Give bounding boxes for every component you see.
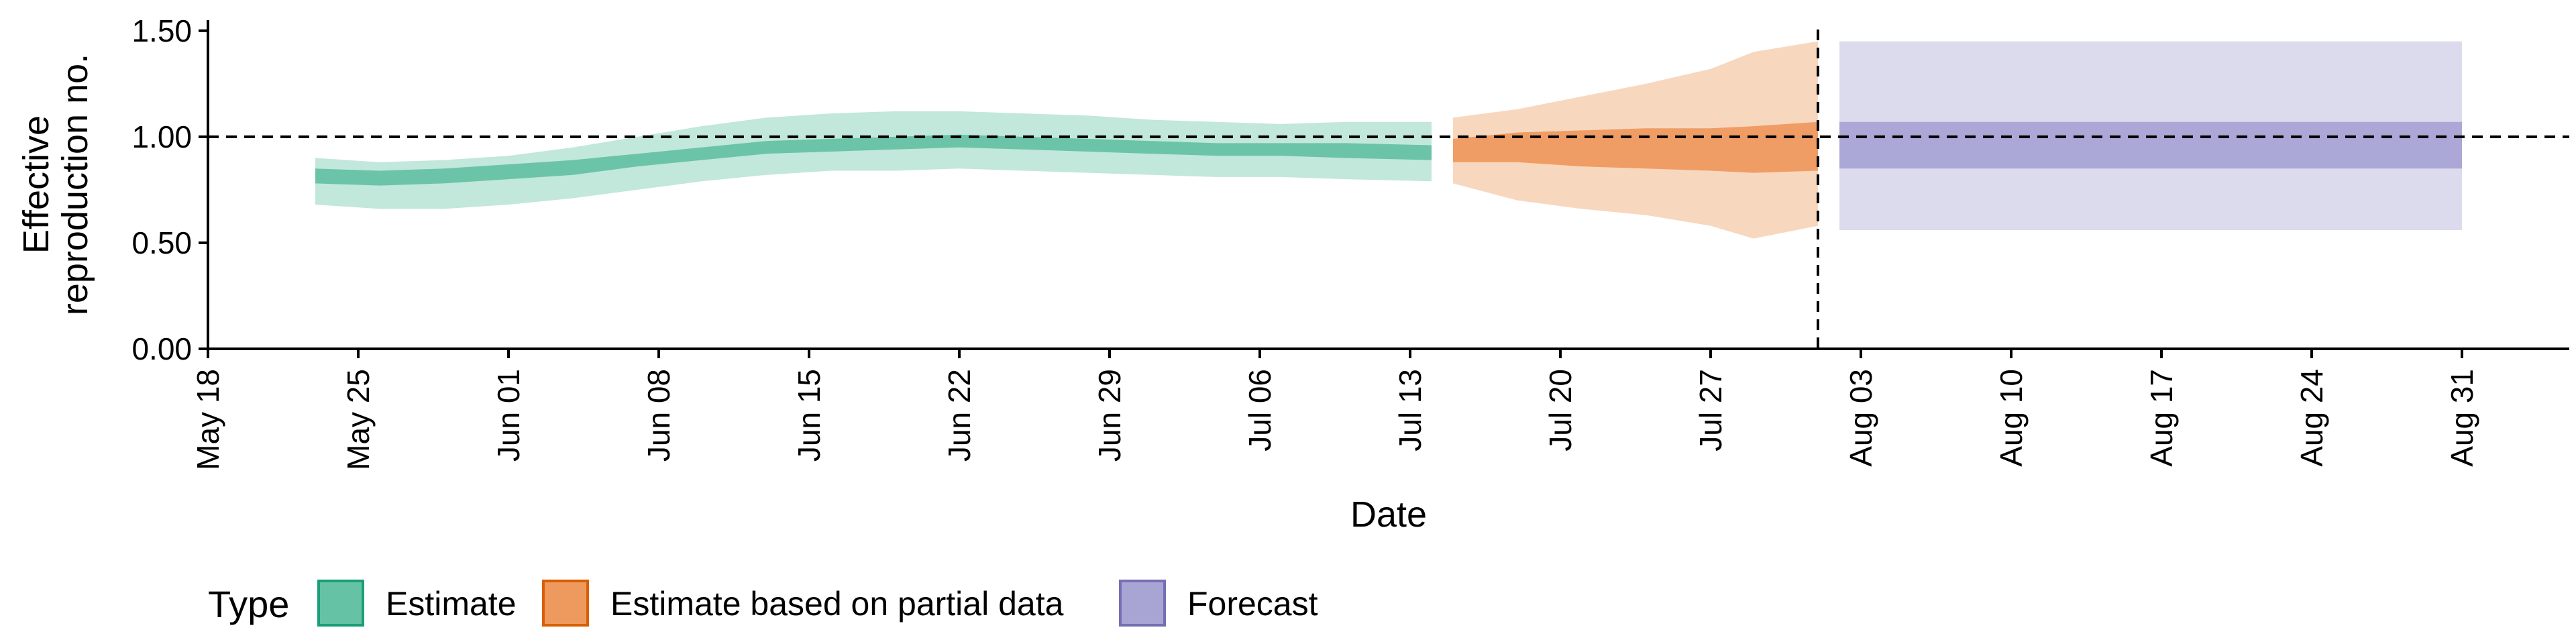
forecast-50-band	[1839, 121, 2462, 169]
x-tick-label: Jul 20	[1543, 369, 1578, 451]
y-tick-label: 1.50	[131, 13, 192, 48]
x-tick-label: Jul 27	[1693, 369, 1728, 451]
x-tick-label: Jul 13	[1393, 369, 1428, 451]
legend-key-forecast	[1119, 580, 1166, 627]
y-tick-label: 0.50	[131, 225, 192, 260]
x-tick-label: Aug 03	[1843, 369, 1878, 467]
x-tick-label: Aug 10	[1994, 369, 2029, 467]
x-tick-label: Aug 17	[2144, 369, 2179, 467]
legend-label-estimate-based-on-partial-data: Estimate based on partial data	[610, 585, 1064, 623]
x-tick-label: Aug 31	[2445, 369, 2479, 467]
y-axis-title: Effective reproduction no.	[16, 54, 95, 315]
legend-label-forecast: Forecast	[1187, 585, 1318, 623]
ribbon-layer	[315, 41, 2462, 239]
x-tick-label: Jun 29	[1092, 369, 1127, 462]
y-axis-title-line-1: Effective	[16, 115, 56, 254]
x-tick-label: May 18	[191, 369, 225, 470]
x-tick-label: Jun 01	[491, 369, 526, 462]
estimate-based-on-partial-data-50-band	[1453, 121, 1818, 173]
x-tick-label: Jun 15	[792, 369, 826, 462]
x-tick-label: Aug 24	[2294, 369, 2329, 467]
x-tick-label: May 25	[341, 369, 376, 470]
legend-key-estimate-based-on-partial-data	[542, 580, 589, 627]
y-axis-title-line-2: reproduction no.	[55, 54, 95, 315]
legend-key-estimate	[317, 580, 364, 627]
reference-lines	[208, 30, 2569, 349]
x-tick-label: Jun 22	[942, 369, 977, 462]
estimate-50-band	[315, 134, 1432, 186]
legend-label-estimate: Estimate	[386, 585, 517, 623]
legend-title: Type	[208, 583, 289, 625]
x-tick-label: Jun 08	[641, 369, 676, 462]
legend: Type Estimate Estimate based on partial d…	[208, 580, 1318, 627]
y-tick-label: 0.00	[131, 331, 192, 366]
x-tick-label: Jul 06	[1242, 369, 1277, 451]
y-tick-label: 1.00	[131, 119, 192, 154]
estimate-90-band	[315, 111, 1432, 209]
x-axis-title: Date	[1350, 494, 1427, 535]
axes: 0.00 0.50 1.00 1.50 May 18 May 25 Jun 01 Jun 08…	[131, 13, 2569, 470]
